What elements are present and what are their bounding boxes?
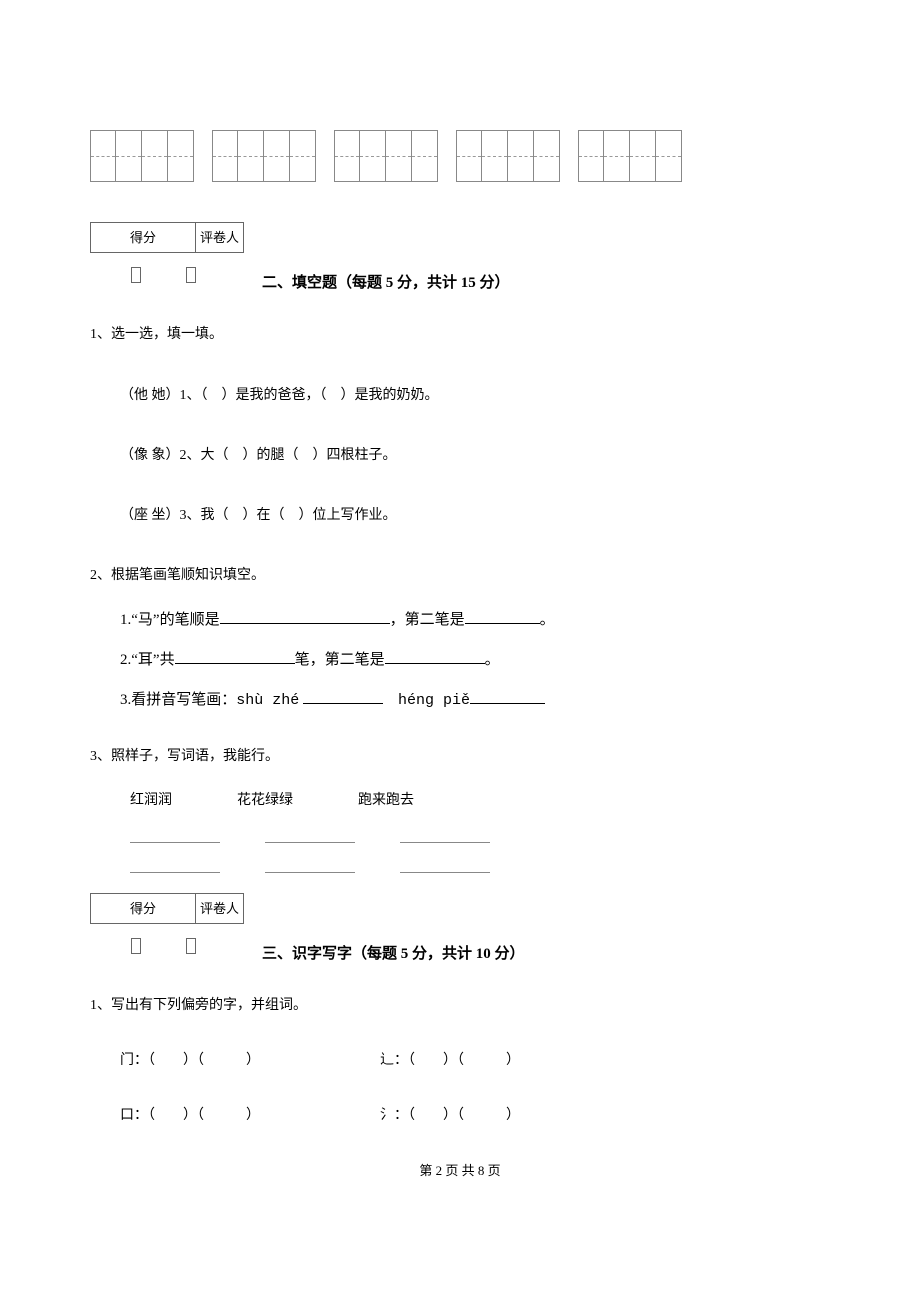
s2-q2-line3: 3.看拼音写笔画：shù zhé héng piě [120, 686, 830, 714]
text: 2.“耳”共 [120, 652, 175, 668]
example: 红润润 [130, 788, 172, 813]
score-table: 得分 评卷人 [90, 222, 244, 297]
section-3-header: 得分 评卷人 三、识字写字（每题 5 分，共计 10 分） [90, 893, 830, 968]
example: 花花绿绿 [237, 788, 293, 813]
blank[interactable] [220, 606, 390, 624]
grid-group [212, 130, 316, 182]
blank[interactable] [385, 646, 485, 664]
radical-item: 氵：（ ）（ ） [380, 1103, 520, 1128]
s2-q3-stem: 3、照样子，写词语，我能行。 [90, 744, 830, 769]
blank[interactable] [175, 646, 295, 664]
s2-q3-examples: 红润润 花花绿绿 跑来跑去 [130, 788, 830, 813]
radical-item: 辶：（ ）（ ） [380, 1048, 520, 1073]
s2-q2-stem: 2、根据笔画笔顺知识填空。 [90, 563, 830, 588]
text: 。 [485, 652, 500, 668]
score-table: 得分 评卷人 [90, 893, 244, 968]
pinyin: héng piě [398, 692, 470, 709]
text: 笔，第二笔是 [295, 652, 385, 668]
s2-q2-line1: 1.“马”的笔顺是 ，第二笔是 。 [120, 606, 830, 634]
text: 。 [540, 612, 555, 628]
grid-group [578, 130, 682, 182]
s2-q1-item: （像 象）2、大（ ）的腿（ ）四根柱子。 [120, 443, 830, 468]
blank[interactable] [130, 827, 220, 843]
score-label: 得分 [91, 893, 196, 923]
blank[interactable] [265, 827, 355, 843]
s2-q1-stem: 1、选一选，填一填。 [90, 322, 830, 347]
grader-label: 评卷人 [196, 223, 244, 253]
example: 跑来跑去 [358, 788, 414, 813]
section-3-title: 三、识字写字（每题 5 分，共计 10 分） [262, 941, 525, 968]
blank[interactable] [303, 686, 383, 704]
s3-q1-row: 门：（ ）（ ） 辶：（ ）（ ） [120, 1048, 830, 1073]
text: ，第二笔是 [390, 612, 465, 628]
blank[interactable] [470, 686, 545, 704]
s2-q2-line2: 2.“耳”共 笔，第二笔是 。 [120, 646, 830, 674]
s2-q3-blanks [130, 857, 830, 873]
s2-q3-blanks [130, 827, 830, 843]
s3-q1-row: 口：（ ）（ ） 氵：（ ）（ ） [120, 1103, 830, 1128]
writing-grid-row [90, 130, 830, 182]
radical-item: 口：（ ）（ ） [120, 1103, 260, 1128]
blank[interactable] [400, 827, 490, 843]
section-2-title: 二、填空题（每题 5 分，共计 15 分） [262, 270, 510, 297]
section-2-header: 得分 评卷人 二、填空题（每题 5 分，共计 15 分） [90, 222, 830, 297]
s2-q1-item: （他 她）1、（ ）是我的爸爸，（ ）是我的奶奶。 [120, 383, 830, 408]
blank[interactable] [400, 857, 490, 873]
blank[interactable] [265, 857, 355, 873]
page-number: 第 2 页 共 8 页 [90, 1159, 830, 1182]
grid-group [334, 130, 438, 182]
score-label: 得分 [91, 223, 196, 253]
radical-item: 门：（ ）（ ） [120, 1048, 260, 1073]
s2-q1-item: （座 坐）3、我（ ）在（ ）位上写作业。 [120, 503, 830, 528]
blank[interactable] [130, 857, 220, 873]
text: 1.“马”的笔顺是 [120, 612, 220, 628]
text: 3.看拼音写笔画： [120, 692, 236, 708]
pinyin: shù zhé [236, 692, 299, 709]
s3-q1-stem: 1、写出有下列偏旁的字，并组词。 [90, 993, 830, 1018]
grid-group [456, 130, 560, 182]
grader-label: 评卷人 [196, 893, 244, 923]
blank[interactable] [465, 606, 540, 624]
grid-group [90, 130, 194, 182]
